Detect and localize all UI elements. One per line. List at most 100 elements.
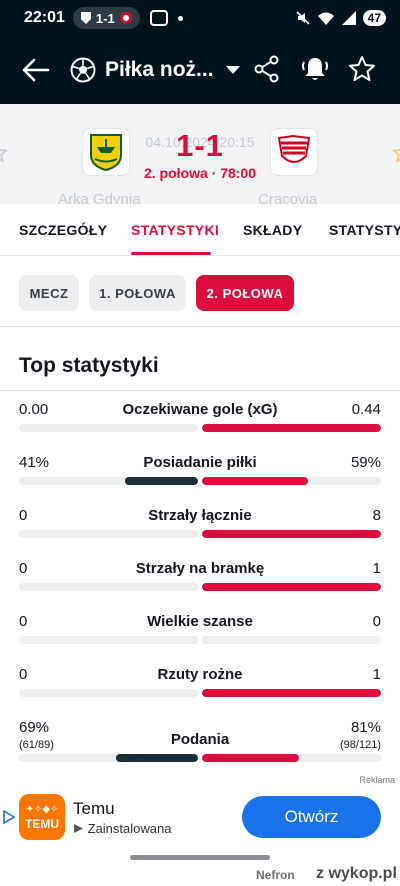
watermark-user: Nefron xyxy=(256,868,295,882)
clock: 22:01 xyxy=(24,9,65,26)
stat-name: Oczekiwane gole (xG) xyxy=(122,401,278,418)
stat-away-value: 1 xyxy=(372,560,381,577)
arka-crest-icon xyxy=(90,134,122,171)
stat-home-bar-track xyxy=(19,754,198,762)
chip-second-half[interactable]: 2. POŁOWA xyxy=(196,275,294,311)
stat-away-value: 8 xyxy=(372,507,381,524)
stat-away-detail: (98/121) xyxy=(340,739,381,751)
installed-icon xyxy=(74,824,83,833)
mute-icon xyxy=(296,11,310,25)
match-score: 1-1 xyxy=(176,128,224,163)
stat-away-bar-track xyxy=(202,477,381,485)
tab-statistics[interactable]: STATYSTYKI xyxy=(131,222,220,238)
stat-home-detail: (61/89) xyxy=(19,739,54,751)
stat-away-bar-track xyxy=(202,754,381,762)
live-score-text: 1-1 xyxy=(95,10,115,26)
stat-home-value: 69% xyxy=(19,719,50,736)
stat-away-value: 0.44 xyxy=(351,401,381,418)
stat-name: Strzały na bramkę xyxy=(135,560,265,577)
stat-name: Strzały łącznie xyxy=(148,507,252,524)
ad-choices-icon[interactable] xyxy=(3,810,15,824)
stat-away-value: 1 xyxy=(372,666,381,683)
stat-home-value: 0 xyxy=(19,560,28,577)
home-gesture-bar[interactable] xyxy=(130,855,270,860)
stat-name: Posiadanie piłki xyxy=(143,454,257,471)
away-team-name[interactable]: Cracovia xyxy=(258,191,318,204)
cracovia-crest-icon xyxy=(277,134,311,163)
tab-details[interactable]: SZCZEGÓŁY xyxy=(19,222,108,238)
stat-away-bar-track xyxy=(202,636,381,644)
section-divider xyxy=(0,390,400,391)
stat-away-bar-track xyxy=(202,689,381,697)
temu-logo[interactable]: ✦✧◆✧ TEMU xyxy=(19,794,65,840)
stat-home-bar-track xyxy=(19,636,198,644)
stat-away-bar xyxy=(202,477,308,485)
stat-home-value: 0.00 xyxy=(19,401,49,418)
stat-away-bar xyxy=(202,424,381,432)
stat-home-bar-track xyxy=(19,424,198,432)
stat-home-value: 0 xyxy=(19,613,28,630)
back-arrow-icon[interactable] xyxy=(22,56,50,84)
home-team-crest[interactable] xyxy=(82,128,130,176)
star-icon[interactable] xyxy=(347,54,377,84)
notification-dot-icon xyxy=(177,15,183,21)
stat-home-bar-track xyxy=(19,530,198,538)
app-bar: Piłka noż... xyxy=(0,36,400,104)
dropdown-caret-icon[interactable] xyxy=(225,66,240,74)
stat-name: Wielkie szanse xyxy=(147,613,253,630)
shield-icon xyxy=(80,12,91,24)
match-tabs: SZCZEGÓŁY STATYSTYKI SKŁADY STATYSTYKI xyxy=(0,204,400,256)
stat-away-value: 59% xyxy=(350,454,381,471)
ball-icon xyxy=(119,12,132,24)
watermark-site: z wykop.pl xyxy=(316,865,397,882)
ad-label: Reklama xyxy=(359,775,395,785)
tab-player-statistics[interactable]: STATYSTYKI xyxy=(329,222,400,238)
tab-lineups[interactable]: SKŁADY xyxy=(243,222,303,238)
chip-match[interactable]: MECZ xyxy=(19,275,79,311)
bell-icon[interactable] xyxy=(300,54,330,84)
football-icon xyxy=(70,57,96,83)
stat-away-bar-track xyxy=(202,530,381,538)
favorite-home-star-icon[interactable] xyxy=(0,142,8,164)
stat-row: 0 Strzały łącznie 8 xyxy=(0,507,400,547)
stat-away-value: 81% xyxy=(350,719,381,736)
stat-away-value: 0 xyxy=(372,613,381,630)
temu-logo-text: TEMU xyxy=(25,817,59,831)
active-tab-indicator xyxy=(131,252,211,255)
section-title: Top statystyki xyxy=(19,354,159,377)
stat-row: 0 Rzuty rożne 1 xyxy=(0,666,400,706)
away-team-crest[interactable] xyxy=(270,128,318,176)
stat-row: 69% Podania 81% (61/89) (98/121) xyxy=(0,719,400,762)
stat-row: 0 Wielkie szanse 0 xyxy=(0,613,400,653)
ad-banner[interactable]: ✦✧◆✧ TEMU Temu Zainstalowana Otwórz xyxy=(0,788,400,848)
temu-logo-symbols: ✦✧◆✧ xyxy=(25,804,59,815)
ad-install-status-text: Zainstalowana xyxy=(87,821,172,836)
sport-selector-title[interactable]: Piłka noż... xyxy=(105,58,214,81)
ad-app-name: Temu xyxy=(73,799,115,818)
stat-home-value: 0 xyxy=(19,507,28,524)
stat-row: 0.00 Oczekiwane gole (xG) 0.44 xyxy=(0,401,400,441)
match-header: 04.10.2024 20:15 1-1 2. połowa · 78:00 A… xyxy=(0,104,400,204)
stat-away-bar-track xyxy=(202,424,381,432)
battery-badge: 47 xyxy=(362,10,386,26)
stat-home-bar-track xyxy=(19,583,198,591)
stat-row: 41% Posiadanie piłki 59% xyxy=(0,454,400,494)
ad-open-button[interactable]: Otwórz xyxy=(242,796,381,838)
period-filter: MECZ 1. POŁOWA 2. POŁOWA xyxy=(0,257,400,327)
stat-home-value: 41% xyxy=(19,454,50,471)
chip-first-half[interactable]: 1. POŁOWA xyxy=(89,275,186,311)
live-score-pill[interactable]: 1-1 xyxy=(72,7,140,29)
home-team-name[interactable]: Arka Gdynia xyxy=(58,191,141,204)
stat-row: 0 Strzały na bramkę 1 xyxy=(0,560,400,600)
stat-away-bar xyxy=(202,530,381,538)
stat-away-bar xyxy=(202,583,381,591)
stat-home-value: 0 xyxy=(19,666,28,683)
favorite-away-star-icon[interactable] xyxy=(392,142,400,164)
stat-away-bar-track xyxy=(202,583,381,591)
stat-home-bar xyxy=(124,477,198,485)
stat-name: Rzuty rożne xyxy=(157,666,243,683)
stat-home-bar-track xyxy=(19,689,198,697)
share-icon[interactable] xyxy=(252,54,282,84)
stat-home-bar xyxy=(115,754,198,762)
stat-name: Podania xyxy=(170,731,230,748)
